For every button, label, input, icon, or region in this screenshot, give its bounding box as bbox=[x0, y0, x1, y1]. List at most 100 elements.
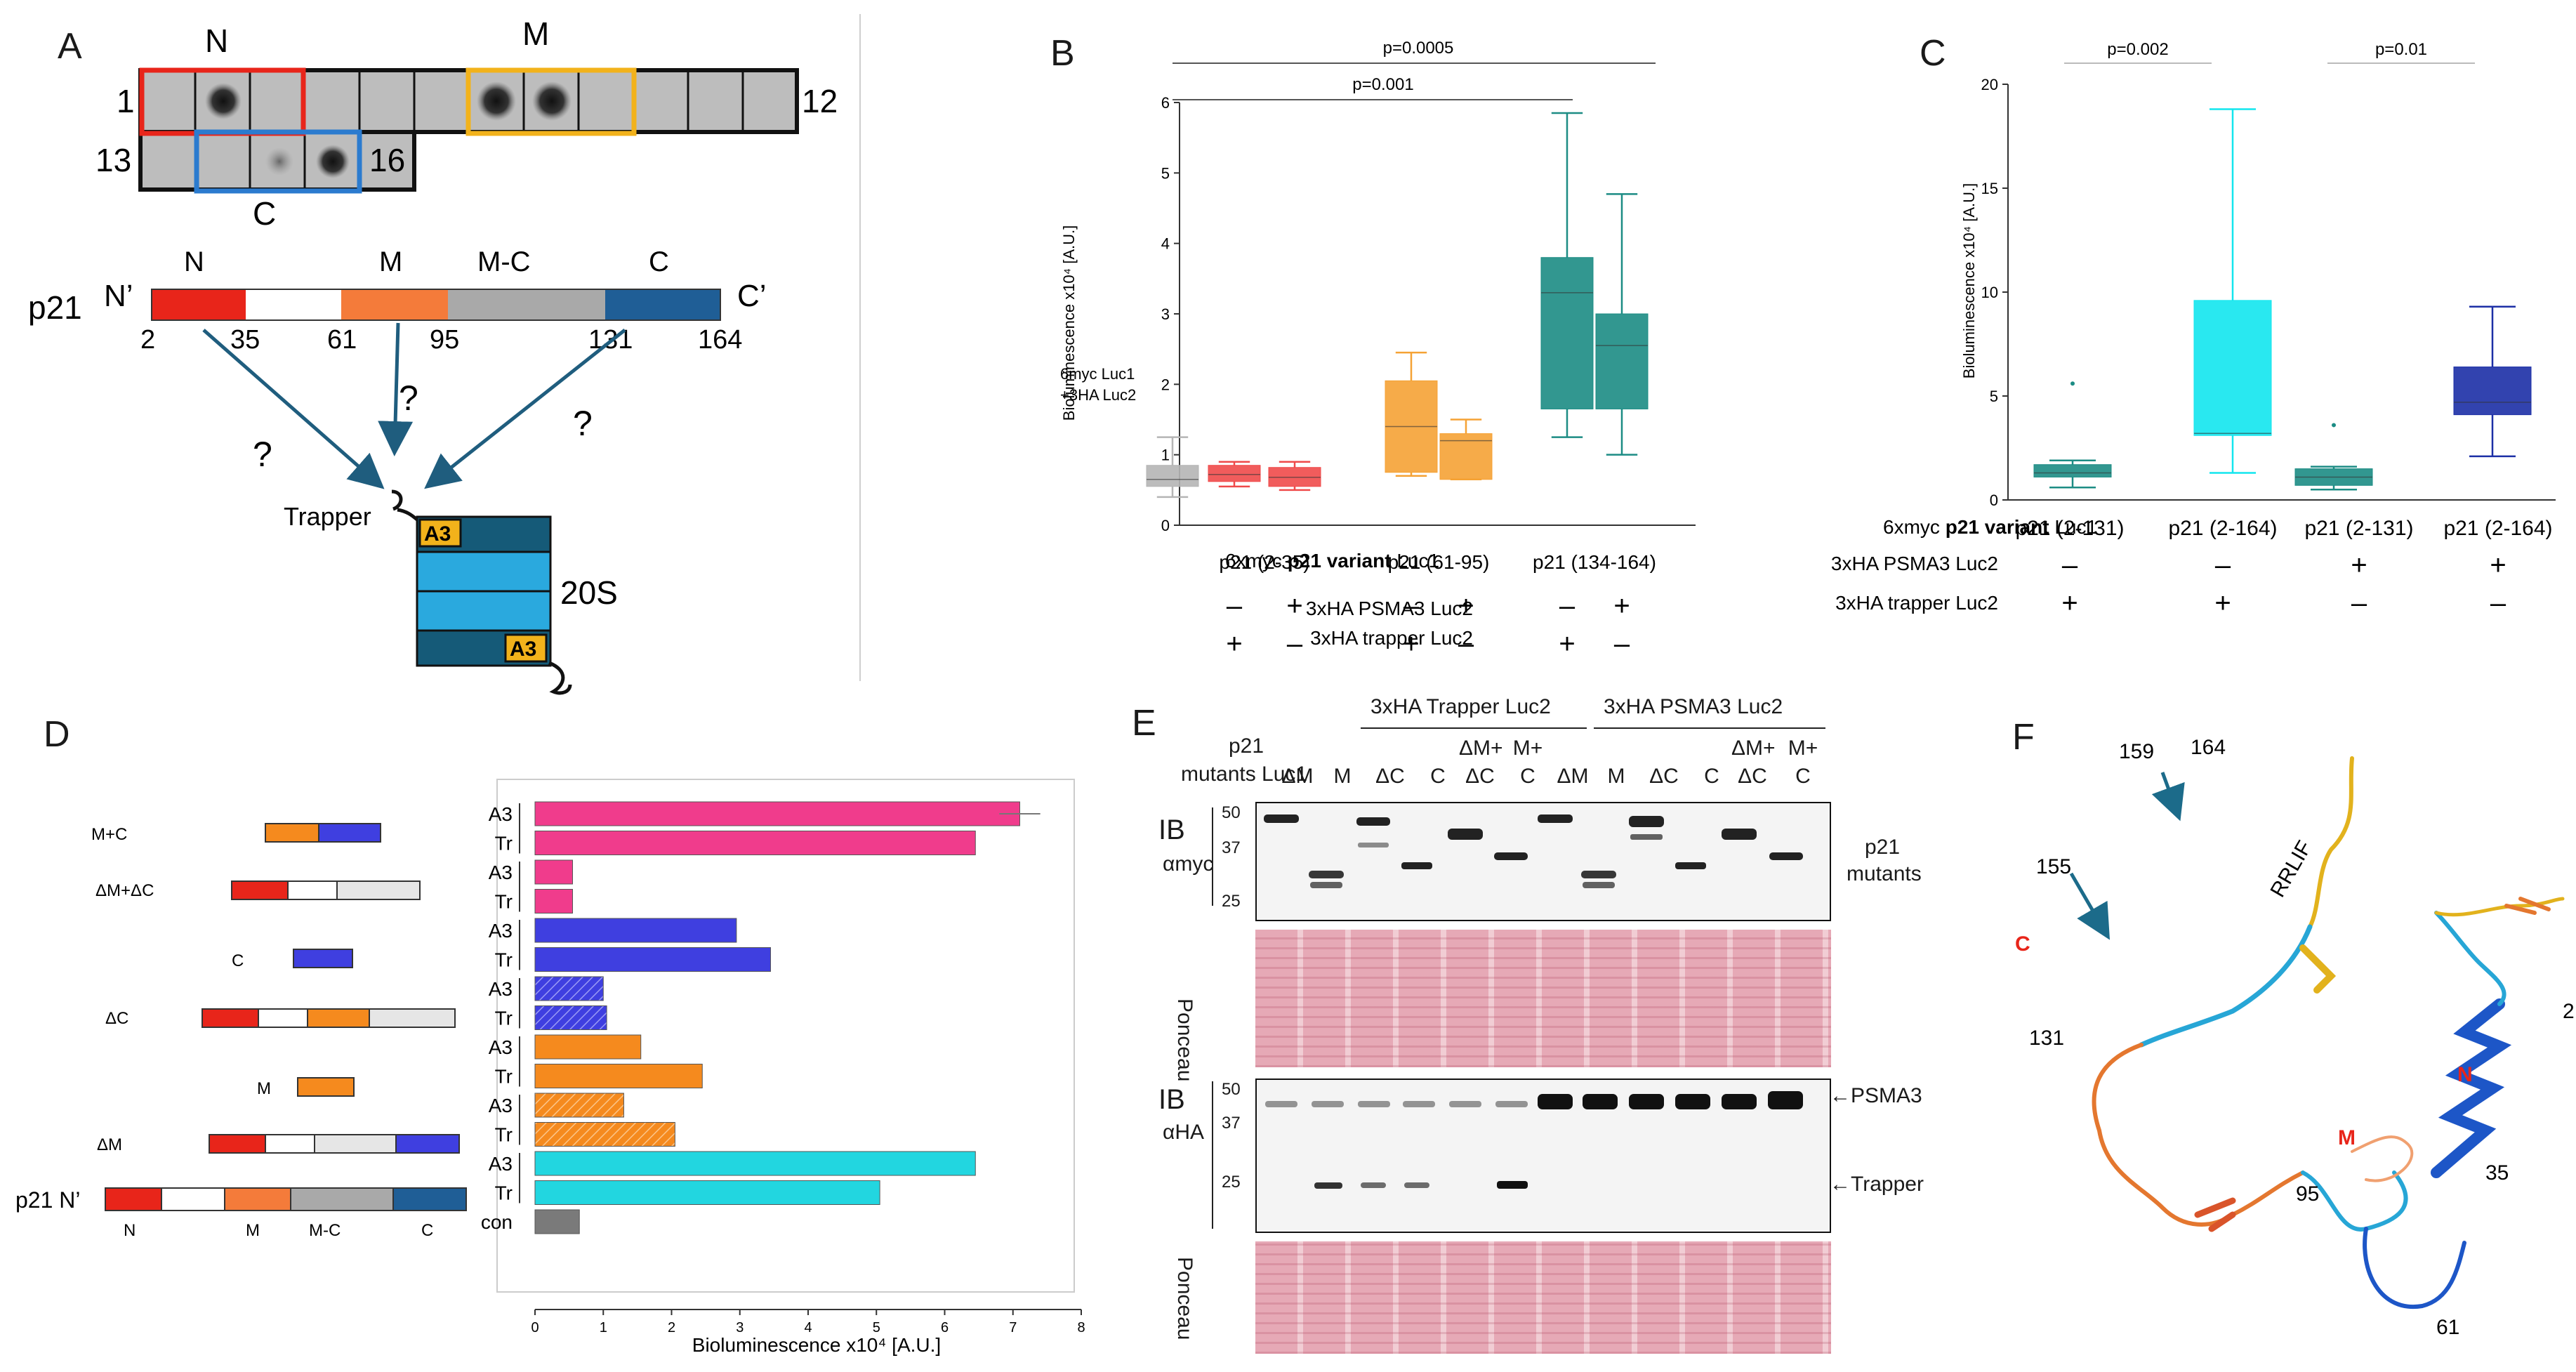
bar-label: Tr bbox=[495, 1182, 513, 1204]
grid-row1-start: 1 bbox=[117, 83, 135, 119]
bar bbox=[534, 801, 1020, 826]
domain-label-c: C bbox=[649, 246, 669, 277]
sign-psma3: – bbox=[1227, 591, 1243, 621]
arrow-trapper: ←Trapper bbox=[1830, 1173, 1924, 1196]
y-tick-label: 5 bbox=[1161, 164, 1170, 182]
label-region-c: C bbox=[2015, 932, 2030, 956]
panel-letter-a: A bbox=[58, 26, 82, 67]
bar-label: con bbox=[481, 1211, 513, 1233]
bar-label: A3 bbox=[489, 920, 513, 942]
header-psma3: 3xHA PSMA3 Luc2 bbox=[1604, 695, 1783, 718]
label-159: 159 bbox=[2119, 740, 2154, 763]
row-label-mutants: mutants Luc1 bbox=[1181, 763, 1308, 786]
bar-label: A3 bbox=[489, 1036, 513, 1058]
y-tick-label: 6 bbox=[1161, 94, 1170, 112]
box-4 bbox=[1439, 418, 1493, 481]
sign-trapper: – bbox=[1614, 628, 1630, 659]
y-tick-label: 10 bbox=[1981, 284, 1998, 301]
mw-25-bottom: 25 bbox=[1222, 1173, 1241, 1192]
row-label-p21: p21 bbox=[1229, 734, 1264, 758]
box-body bbox=[2193, 300, 2272, 436]
sign-psma3: + bbox=[2351, 550, 2367, 581]
box-6 bbox=[1595, 193, 1649, 456]
bar-label: A3 bbox=[489, 803, 513, 825]
trapper-tail-bottom bbox=[548, 661, 572, 695]
y-tick-label: 4 bbox=[1161, 235, 1170, 253]
y-tick-label: 15 bbox=[1981, 180, 1998, 197]
sig-label-2: p=0.01 bbox=[2375, 40, 2427, 59]
bar-label: Tr bbox=[495, 1066, 513, 1088]
y-tick-label: 20 bbox=[1981, 76, 1998, 93]
question-mark-3: ? bbox=[573, 404, 593, 443]
b-row-trapper: 3xHA trapper Luc2 bbox=[1310, 627, 1473, 649]
panel-c-ylabel: Bioluminescence x10⁴ [A.U.] bbox=[1960, 183, 1978, 378]
label-155: 155 bbox=[2036, 855, 2071, 878]
sign-trapper: – bbox=[2351, 588, 2367, 619]
y-tick-label: 5 bbox=[1990, 388, 1998, 405]
panel-a-figure: N M C 1 12 13 16 p21 N’ C’ N M M-C C 2 3… bbox=[28, 15, 838, 695]
panel-letter-e: E bbox=[1132, 703, 1156, 744]
box-5 bbox=[1540, 112, 1594, 438]
proteasome-label: 20S bbox=[560, 574, 618, 611]
sig-label-1: p=0.002 bbox=[2107, 40, 2168, 59]
mw-25-top: 25 bbox=[1222, 892, 1241, 911]
x-tick-label: 4 bbox=[804, 1320, 812, 1335]
ib-label-1: IB bbox=[1158, 814, 1185, 845]
mw-50-top: 50 bbox=[1222, 803, 1241, 822]
construct-label-m: M bbox=[257, 1079, 271, 1098]
ponceau-label-2: Ponceau bbox=[1173, 1257, 1196, 1340]
domain-label-n: N bbox=[184, 246, 204, 277]
sign-trapper: + bbox=[1226, 628, 1242, 659]
outlier bbox=[2070, 381, 2075, 386]
grid-row1-end: 12 bbox=[802, 83, 838, 119]
panel-d-bars: 0 1 2 3 4 5 6 7 8 A3 Tr A3 Tr A3 Tr A3 Tr A3 Tr A3 Tr A3 Tr con bbox=[481, 801, 1085, 1335]
construct-label-dmdc: ΔM+ΔC bbox=[95, 881, 154, 900]
label-2: 2 bbox=[2563, 1000, 2575, 1023]
y-tick-label: 1 bbox=[1161, 447, 1170, 464]
label-mutants: mutants bbox=[1847, 862, 1922, 885]
grid-row2-end: 16 bbox=[369, 142, 405, 178]
bar bbox=[534, 1093, 624, 1118]
panel-b-plot-area: 0 1 2 3 4 5 6 p=0.0005 p=0.001 p21 (2-35) p21 (61-… bbox=[1146, 39, 1696, 659]
c-row-psma3: 3xHA PSMA3 Luc2 bbox=[1831, 553, 1998, 574]
pos-95: 95 bbox=[430, 325, 459, 355]
y-tick-label: 0 bbox=[1161, 517, 1170, 534]
label-95: 95 bbox=[2296, 1182, 2319, 1206]
bar-label: Tr bbox=[495, 1008, 513, 1029]
mw-37-bottom: 37 bbox=[1222, 1114, 1241, 1133]
sign-psma3: – bbox=[1403, 591, 1420, 621]
lane-label: ΔM bbox=[1281, 765, 1314, 788]
sign-psma3: – bbox=[2215, 550, 2231, 581]
sign-trapper: – bbox=[1458, 628, 1474, 659]
construct-label-dm: ΔM bbox=[97, 1135, 122, 1154]
box-body bbox=[1595, 313, 1649, 409]
bar-label: A3 bbox=[489, 978, 513, 1000]
bar-label: Tr bbox=[495, 833, 513, 855]
p21-domain-bar bbox=[151, 289, 721, 321]
label-35: 35 bbox=[2485, 1161, 2509, 1185]
full-domain-mc: M-C bbox=[309, 1221, 341, 1240]
lane-label: ΔC bbox=[1649, 765, 1679, 788]
bar-label: Tr bbox=[495, 1124, 513, 1146]
full-construct-label: p21 N’ bbox=[15, 1187, 81, 1213]
blot-ha bbox=[1255, 1079, 1831, 1233]
sign-trapper: + bbox=[2061, 588, 2078, 619]
box-body bbox=[1540, 257, 1594, 409]
header-trapper-line bbox=[1361, 727, 1587, 729]
trapper-tail bbox=[391, 489, 418, 521]
lane-label: M bbox=[1333, 765, 1352, 788]
arrow-159 bbox=[2151, 772, 2185, 822]
box-body bbox=[2453, 367, 2532, 416]
label-region-n: N bbox=[2457, 1063, 2473, 1086]
panel-d-xlabel: Bioluminescence x10⁴ [A.U.] bbox=[692, 1334, 941, 1356]
x-tick-label: p21 (2-131) bbox=[2015, 517, 2124, 540]
y-tick-label: 0 bbox=[1990, 492, 1998, 509]
group-label: p21 (61-95) bbox=[1388, 551, 1490, 573]
outlier bbox=[2332, 423, 2336, 428]
x-tick-label: 5 bbox=[873, 1320, 880, 1335]
panel-e-blots: 3xHA Trapper Luc2 3xHA PSMA3 Luc2 p21 mu… bbox=[1137, 695, 2001, 1372]
bar bbox=[534, 918, 737, 943]
bar bbox=[534, 1122, 675, 1147]
construct-diagrams bbox=[105, 823, 467, 1211]
panel-divider bbox=[859, 14, 861, 681]
